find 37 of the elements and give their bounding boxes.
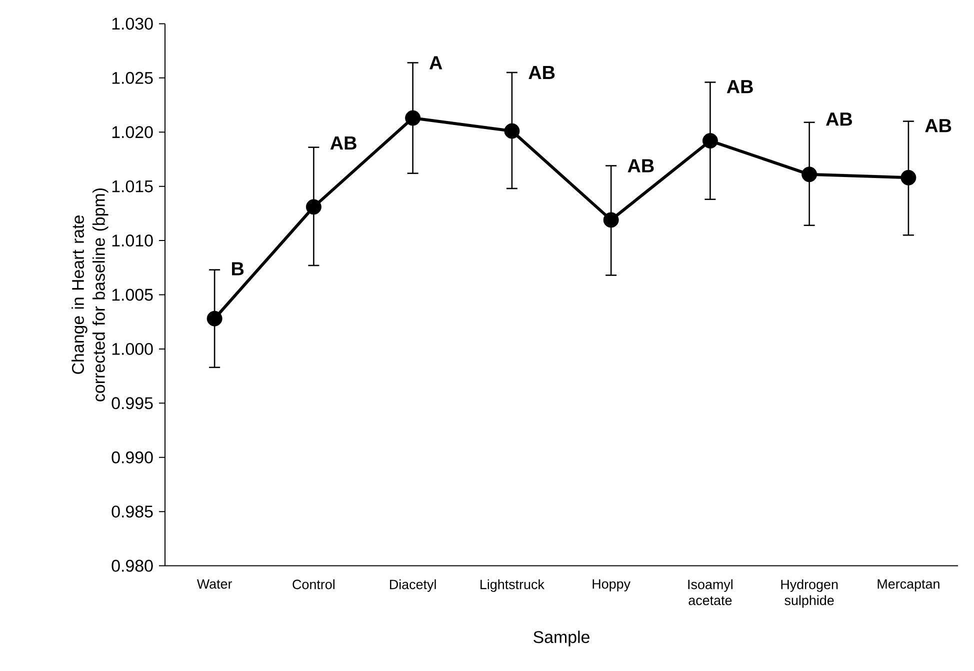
annotation: A xyxy=(429,56,442,70)
y-tick-label: 1.030 xyxy=(112,18,153,30)
annotation: AB xyxy=(925,119,952,132)
x-axis-title: Sample xyxy=(534,630,590,646)
x-tick-label: Control xyxy=(292,579,334,590)
point xyxy=(702,133,718,149)
x-tick-label: Hydrogen sulphide xyxy=(781,579,838,608)
point xyxy=(603,212,619,228)
y-tick-label: 0.980 xyxy=(112,560,153,572)
y-tick-label: 0.995 xyxy=(112,397,153,410)
point xyxy=(504,123,520,139)
y-tick-label: 0.985 xyxy=(112,506,153,518)
y-tick-label: 1.020 xyxy=(112,126,153,138)
annotation: AB xyxy=(726,80,753,94)
x-tick-label: Isoamyl acetate xyxy=(688,579,732,606)
y-tick-label: 1.000 xyxy=(112,342,153,355)
y-tick-label: 1.005 xyxy=(112,288,153,301)
x-tick-label: Diacetyl xyxy=(390,579,436,592)
point xyxy=(206,310,222,326)
y-tick-label: 1.015 xyxy=(112,180,153,192)
annotation: AB xyxy=(826,112,852,126)
annotation: AB xyxy=(528,66,555,79)
annotation: B xyxy=(232,262,244,276)
annotation: AB xyxy=(330,136,356,150)
point xyxy=(802,166,818,182)
x-tick-label: Water xyxy=(196,579,232,589)
y-tick-label: 0.990 xyxy=(112,451,153,464)
annotation: AB xyxy=(628,159,654,172)
y-tick-label: 1.010 xyxy=(112,234,153,247)
x-tick-label: Lightstruck xyxy=(480,579,544,592)
x-tick-label: Mercaptan xyxy=(878,579,940,592)
point xyxy=(405,110,421,126)
y-axis-title: Change in Heart rate corrected for baseline (bpm) xyxy=(72,188,108,402)
point xyxy=(306,199,322,215)
point xyxy=(900,170,916,186)
y-tick-label: 1.025 xyxy=(112,72,153,84)
x-tick-label: Hoppy xyxy=(592,579,630,592)
